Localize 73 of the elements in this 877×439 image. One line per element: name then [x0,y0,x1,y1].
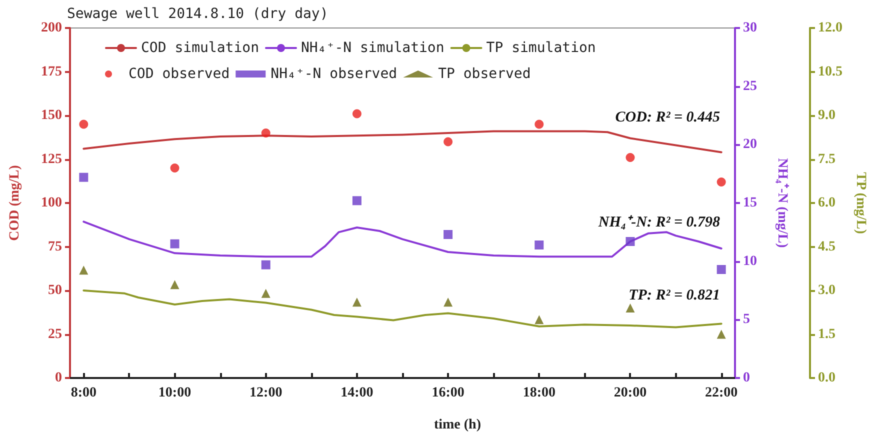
x-tick-label: 22:00 [705,386,738,400]
y-tick-label: 125 [41,152,62,167]
legend-label: TP observed [438,66,531,82]
legend-label: COD simulation [141,40,260,56]
point [534,240,544,250]
chart-title: Sewage well 2014.8.10 (dry day) [67,6,328,22]
annotation: NH₄⁺-N: R² = 0.798 [597,214,720,230]
x-tick-label: 20:00 [614,386,647,400]
point [352,109,362,118]
y2-tick-label: 15 [743,196,757,210]
y2-axis-title: NH₄⁺-N (mg/L) [774,158,790,248]
point [626,153,635,162]
y2-tick-label: 0 [743,370,750,386]
annotation: TP: R² = 0.821 [628,288,720,304]
x-tick-label: 10:00 [158,386,192,400]
point [626,237,635,246]
point [170,239,180,248]
point [352,298,362,307]
point [716,178,726,186]
legend-label: TP simulation [486,40,596,56]
y2-tick-label: 20 [743,137,757,152]
point [79,172,88,182]
x-tick-label: 14:00 [340,386,374,400]
y3-tick-label: 9.0 [818,108,836,123]
point [716,330,726,339]
point [444,230,453,239]
point [261,288,270,298]
y2-tick-label: 25 [743,78,757,94]
x-tick-label: 18:00 [522,386,556,400]
y2-tick-label: 5 [743,312,750,328]
x-axis-title: time (h) [434,418,482,432]
legend-label: NH₄⁺-N observed [270,66,398,82]
y-tick-label: 0 [55,370,62,386]
y3-tick-label: 4.5 [818,239,836,254]
point [444,298,453,307]
y-tick-label: 50 [48,283,62,298]
point [534,120,544,129]
y3-tick-label: 7.5 [818,152,836,167]
point [79,266,88,275]
y3-axis-title: TP (mg/L) [852,172,868,234]
y2-tick-label: 10 [743,254,757,269]
x-tick-label: 16:00 [432,386,464,400]
point [716,265,726,274]
x-tick-label: 12:00 [250,386,282,400]
y3-tick-label: 3.0 [818,283,836,298]
point [626,304,635,312]
point [170,280,180,290]
point [444,137,453,146]
y-tick-label: 25 [48,326,62,342]
annotation: COD: R² = 0.445 [615,110,720,126]
point [261,128,270,138]
y3-tick-label: 12.0 [818,20,842,36]
y3-tick-label: 0.0 [818,370,836,386]
point [534,315,544,324]
point [261,260,270,270]
y-tick-label: 150 [41,108,62,123]
point [79,120,88,129]
y-tick-label: 100 [41,196,62,210]
line-series [82,130,722,154]
x-tick-label: 8:00 [70,386,96,400]
legend-label: NH₄⁺-N simulation [301,40,444,56]
y3-tick-label: 10.5 [818,64,842,80]
y-tick-label: 200 [41,20,62,36]
line-series [82,290,722,328]
y3-tick-label: 1.5 [818,326,836,342]
legend-label: COD observed [128,66,230,82]
y-tick-label: 175 [41,64,62,80]
y2-tick-label: 30 [743,20,757,36]
y-axis-title: COD (mg/L) [8,164,22,241]
point [352,196,362,206]
point [170,164,180,172]
y3-tick-label: 6.0 [818,196,836,210]
y-tick-label: 75 [48,239,62,254]
